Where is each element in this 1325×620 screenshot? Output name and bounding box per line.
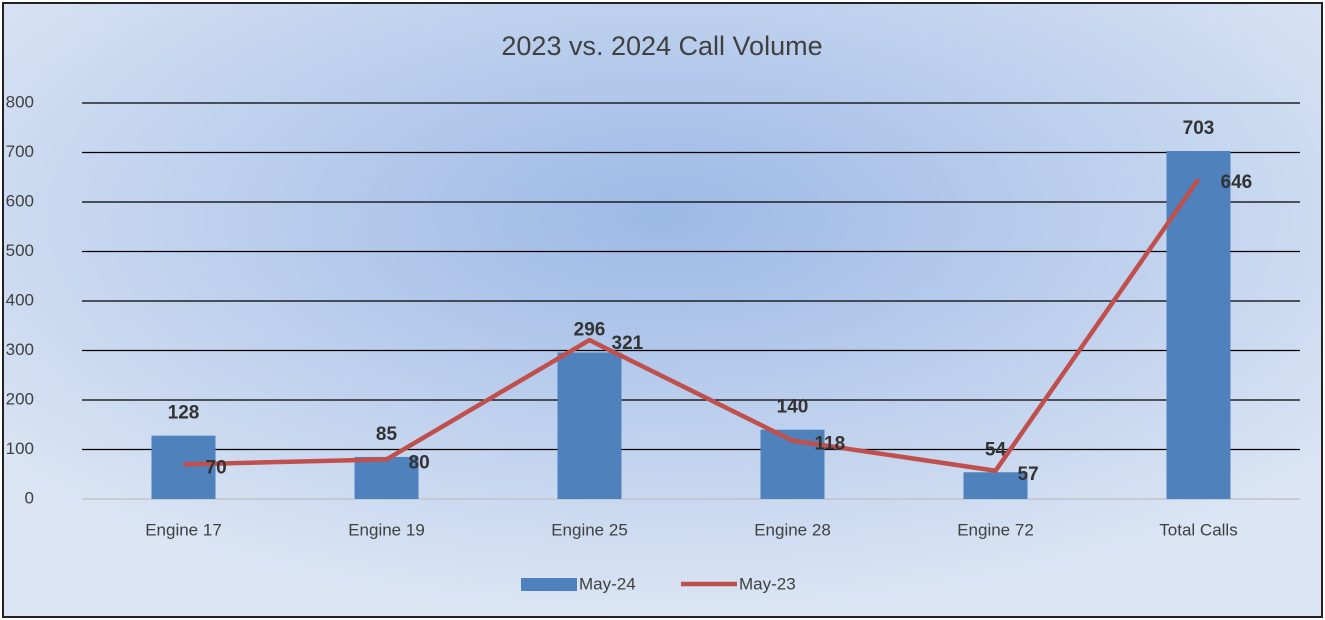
y-tick-label: 600 xyxy=(6,191,34,210)
y-tick-label: 400 xyxy=(6,290,34,309)
x-tick-label: Engine 17 xyxy=(145,520,222,539)
data-label: 646 xyxy=(1221,172,1253,193)
legend-label: May-24 xyxy=(579,574,636,593)
y-tick-label: 200 xyxy=(6,389,34,408)
bar xyxy=(963,472,1028,499)
x-tick-label: Engine 28 xyxy=(754,520,831,539)
bar xyxy=(1166,151,1231,499)
data-label: 140 xyxy=(777,397,809,418)
x-tick-label: Engine 72 xyxy=(957,520,1034,539)
x-tick-label: Engine 19 xyxy=(348,520,425,539)
data-label: 296 xyxy=(574,319,606,340)
data-label: 70 xyxy=(206,457,227,478)
y-tick-label: 300 xyxy=(6,340,34,359)
x-tick-label: Engine 25 xyxy=(551,520,628,539)
legend-label: May-23 xyxy=(739,574,796,593)
data-label: 57 xyxy=(1018,464,1039,485)
data-label: 128 xyxy=(168,403,200,424)
data-label: 321 xyxy=(612,333,644,354)
bar xyxy=(151,435,216,499)
x-tick-label: Total Calls xyxy=(1159,520,1237,539)
data-label: 80 xyxy=(409,452,430,473)
y-tick-label: 0 xyxy=(25,488,34,507)
chart-title: 2023 vs. 2024 Call Volume xyxy=(501,31,822,61)
y-tick-label: 100 xyxy=(6,439,34,458)
data-label: 703 xyxy=(1183,118,1215,139)
y-tick-label: 800 xyxy=(6,92,34,111)
y-tick-label: 500 xyxy=(6,241,34,260)
data-label: 85 xyxy=(376,424,398,445)
bar xyxy=(354,456,419,499)
y-tick-label: 700 xyxy=(6,142,34,161)
line xyxy=(183,177,1201,474)
legend-swatch xyxy=(521,578,577,591)
data-label: 54 xyxy=(985,439,1007,460)
data-label: 118 xyxy=(815,434,846,455)
bar xyxy=(557,352,622,499)
